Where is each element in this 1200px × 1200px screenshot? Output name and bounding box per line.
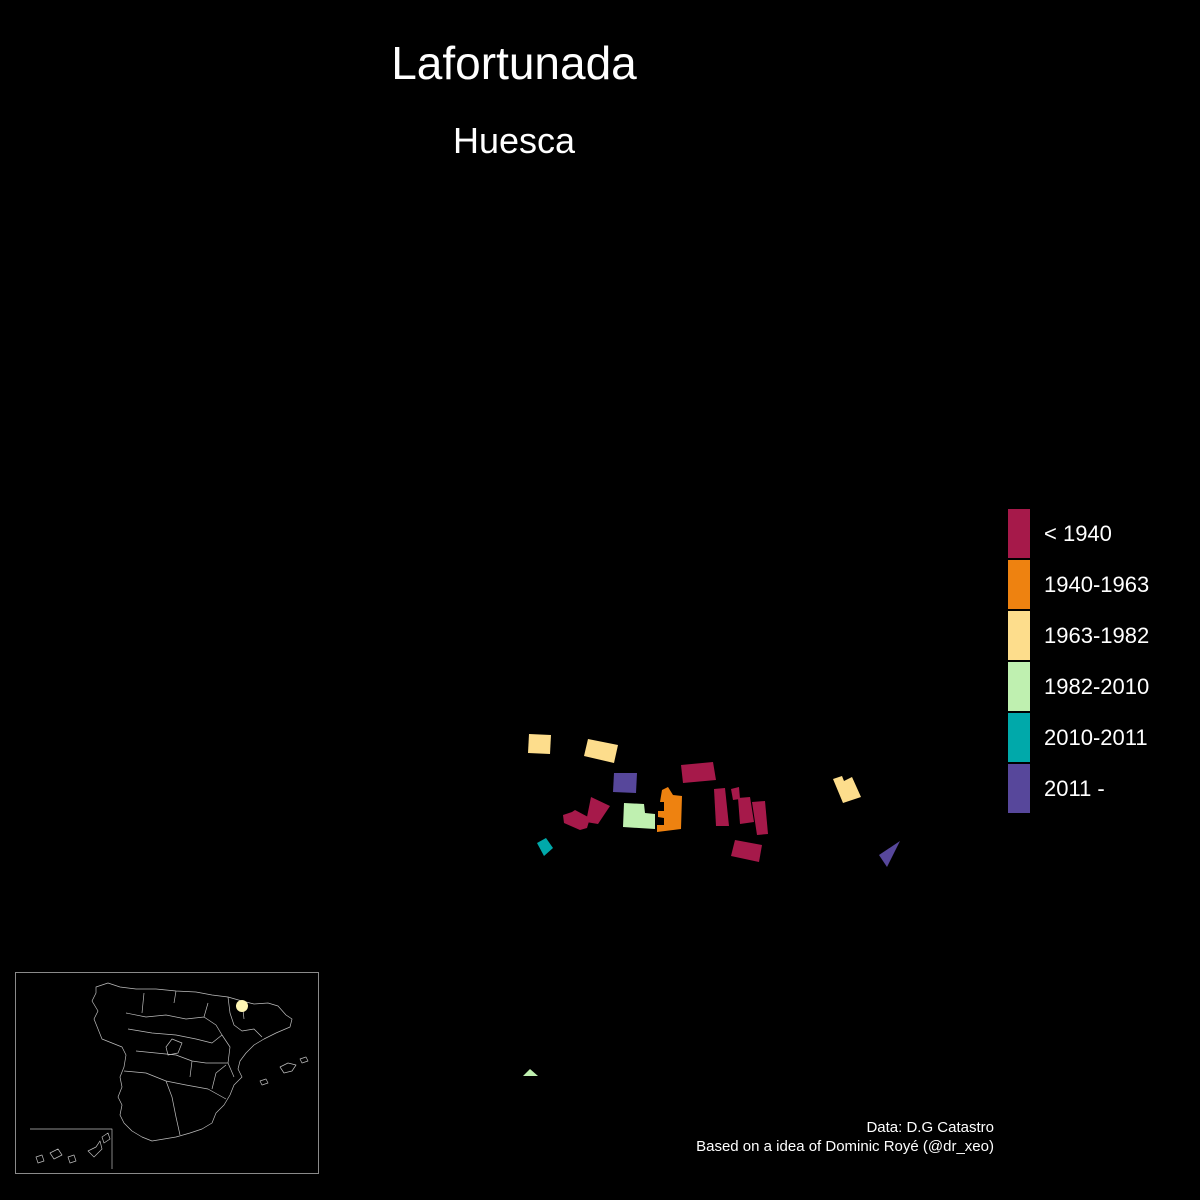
legend-swatch <box>1008 560 1030 609</box>
region-boundary <box>125 1012 223 1036</box>
building-footprint <box>584 739 618 763</box>
building-footprint <box>752 801 768 835</box>
building-footprint <box>528 734 551 754</box>
building-footprint <box>731 840 762 862</box>
region-boundary <box>165 1080 181 1136</box>
canary-islands-outline <box>35 1132 111 1164</box>
spain-locator-inset <box>15 972 319 1174</box>
building-footprint <box>714 788 729 826</box>
building-footprint <box>613 773 637 793</box>
legend-item: 2011 - <box>1008 763 1149 814</box>
legend-label: 1963-1982 <box>1044 622 1150 648</box>
credits-attribution: Based on a idea of Dominic Royé (@dr_xeo… <box>696 1138 994 1155</box>
map-legend: < 1940 1940-1963 1963-1982 1982-2010 201… <box>1008 508 1149 814</box>
balearic-islands-outline <box>299 1056 309 1064</box>
building-footprint <box>586 797 610 824</box>
map-credits: Data: D.G Catastro Based on a idea of Do… <box>696 1118 994 1156</box>
region-boundary <box>203 996 263 1038</box>
building-footprint <box>657 787 682 832</box>
legend-item: 1940-1963 <box>1008 559 1149 610</box>
building-footprint <box>563 810 590 830</box>
credits-data-source: Data: D.G Catastro <box>866 1119 994 1136</box>
building-footprint <box>731 787 740 800</box>
building-footprint <box>681 762 716 783</box>
region-boundary <box>165 1038 183 1056</box>
canary-islands-frame <box>30 1128 113 1169</box>
legend-item: < 1940 <box>1008 508 1149 559</box>
legend-swatch <box>1008 611 1030 660</box>
map-title: Lafortunada <box>391 37 637 89</box>
legend-item: 2010-2011 <box>1008 712 1149 763</box>
legend-label: 2011 - <box>1044 775 1105 801</box>
balearic-islands-outline <box>279 1062 297 1074</box>
legend-label: 2010-2011 <box>1044 724 1148 750</box>
spain-outline-map <box>30 982 309 1169</box>
building-footprint <box>623 803 655 829</box>
location-marker-icon <box>236 1000 248 1012</box>
building-footprint <box>738 797 754 824</box>
building-footprint <box>879 841 900 867</box>
legend-swatch <box>1008 509 1030 558</box>
building-footprint <box>523 1069 538 1076</box>
legend-swatch <box>1008 662 1030 711</box>
region-boundary <box>189 1060 227 1090</box>
region-boundary <box>141 990 177 1014</box>
legend-label: < 1940 <box>1044 520 1112 546</box>
legend-item: 1963-1982 <box>1008 610 1149 661</box>
legend-swatch <box>1008 764 1030 813</box>
legend-swatch <box>1008 713 1030 762</box>
region-boundary <box>123 1070 227 1100</box>
region-boundary <box>127 1028 231 1064</box>
legend-label: 1940-1963 <box>1044 571 1150 597</box>
building-footprint <box>537 838 553 856</box>
map-subtitle: Huesca <box>452 120 576 161</box>
balearic-islands-outline <box>259 1078 269 1086</box>
building-footprint <box>833 776 861 803</box>
spain-mainland-outline <box>91 982 293 1142</box>
legend-item: 1982-2010 <box>1008 661 1149 712</box>
legend-label: 1982-2010 <box>1044 673 1150 699</box>
region-boundary <box>135 1050 235 1078</box>
